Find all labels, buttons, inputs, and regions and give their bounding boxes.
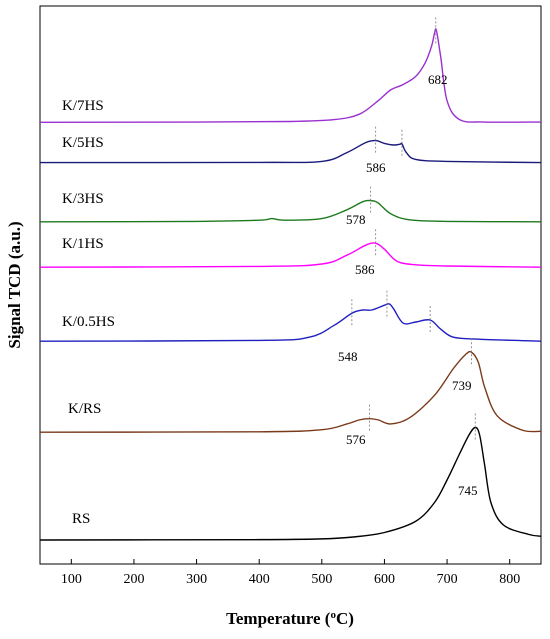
x-axis-title: Temperature (oC) xyxy=(226,609,354,628)
series-label: K/5HS xyxy=(62,135,104,151)
x-tick-label: 500 xyxy=(311,572,332,587)
peak-label: 586 xyxy=(366,160,386,175)
peak-label: 586 xyxy=(355,262,375,277)
x-tick-label: 600 xyxy=(374,572,395,587)
x-tick-label: 800 xyxy=(499,572,520,587)
series-line xyxy=(39,426,542,541)
x-tick-label: 700 xyxy=(437,572,458,587)
series-line xyxy=(39,350,542,433)
series-line xyxy=(39,242,542,268)
plot-frame xyxy=(39,5,542,565)
x-tick-label: 300 xyxy=(186,572,207,587)
series-label: K/RS xyxy=(68,401,101,417)
series-label: K/3HS xyxy=(62,191,104,207)
series-labels: K/7HS K/5HS K/3HS K/1HS K/0.5HS K/RS RS xyxy=(62,98,115,527)
x-tick-label: 100 xyxy=(61,572,82,587)
peak-label: 745 xyxy=(458,483,478,498)
series-line xyxy=(39,28,542,123)
series-label: RS xyxy=(72,511,90,527)
peak-label: 578 xyxy=(346,212,366,227)
series-line xyxy=(39,199,542,223)
series-label: K/1HS xyxy=(62,236,104,252)
series-line xyxy=(39,139,542,164)
x-tick-label: 200 xyxy=(123,572,144,587)
series-label: K/7HS xyxy=(62,98,104,114)
series-layer xyxy=(39,28,542,541)
y-axis-title: Signal TCD (a.u.) xyxy=(5,221,24,348)
peak-markers: 682586628578586548604673576739745 xyxy=(338,17,478,498)
peak-label: 739 xyxy=(452,378,472,393)
series-label: K/0.5HS xyxy=(62,314,115,330)
peak-label: 548 xyxy=(338,349,358,364)
series-line xyxy=(39,303,542,342)
peak-label: 576 xyxy=(346,432,366,447)
peak-label: 682 xyxy=(428,72,448,87)
x-axis-ticks: 100 200 300 400 500 600 700 800 xyxy=(61,559,520,587)
x-tick-label: 400 xyxy=(249,572,270,587)
